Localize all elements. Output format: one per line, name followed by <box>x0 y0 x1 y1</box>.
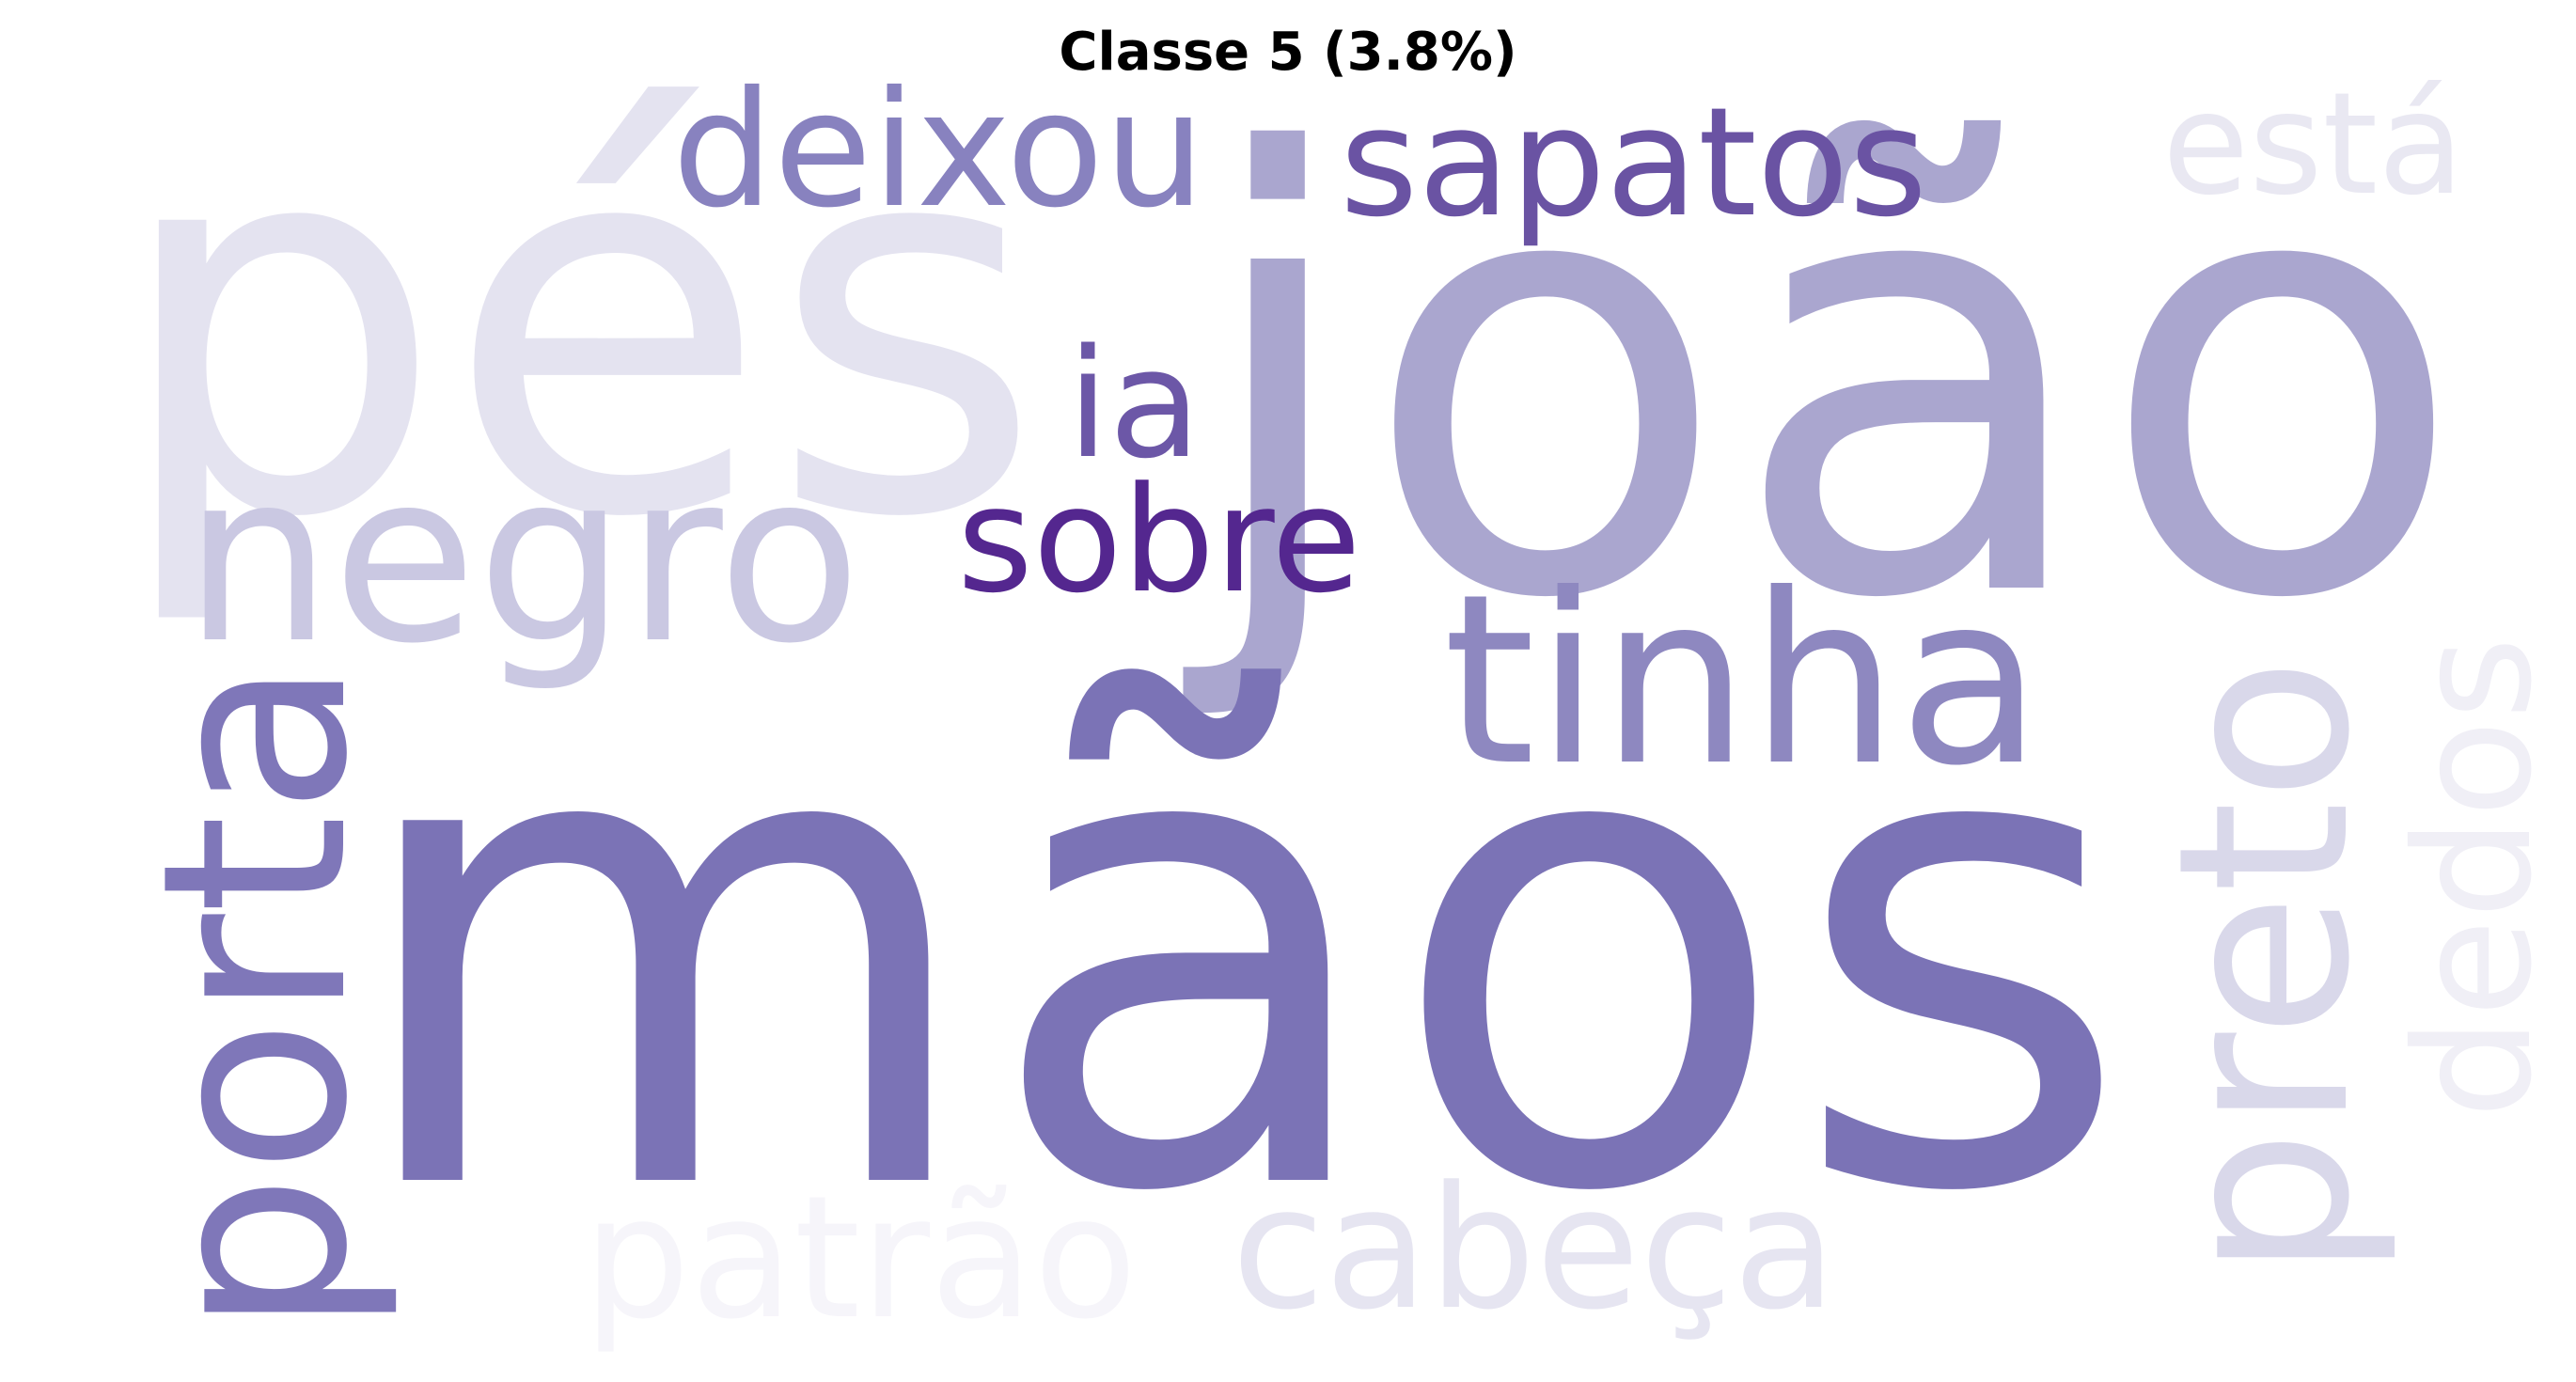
word-ia: ia <box>1067 316 1202 492</box>
word-cabeca: cabeça <box>1232 1151 1837 1347</box>
word-preto: preto <box>2128 657 2401 1279</box>
word-pes: pés <box>111 20 1044 633</box>
word-maos: mãos <box>343 570 2133 1336</box>
word-patrao: patrão <box>583 1160 1138 1357</box>
word-tinha: tinha <box>1443 543 2043 817</box>
word-dedos: dedos <box>2381 636 2568 1119</box>
word-esta: está <box>2162 63 2464 227</box>
word-deixou: deixou <box>672 57 1205 243</box>
word-sapatos: sapatos <box>1340 74 1927 250</box>
word-joao: joão <box>1175 29 2466 730</box>
word-porta: porta <box>107 659 403 1335</box>
figure-title: Classe 5 (3.8%) <box>1059 22 1517 83</box>
word-sobre: sobre <box>957 455 1361 625</box>
word-negro: negro <box>183 421 861 695</box>
